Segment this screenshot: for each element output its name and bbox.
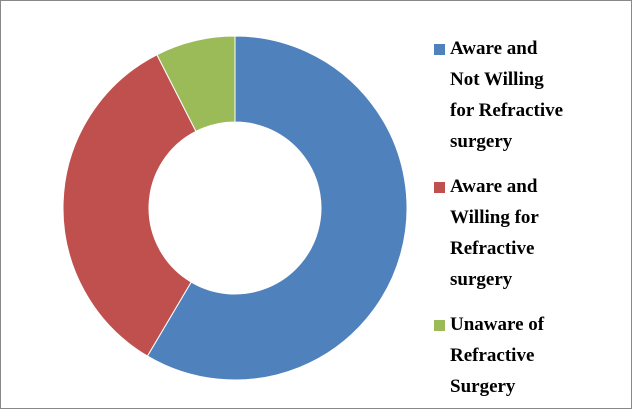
- plot: [62, 35, 408, 381]
- legend: Aware and Not Willing for Refractive sur…: [434, 33, 564, 416]
- legend-swatch: [434, 44, 445, 55]
- legend-label: Aware and Willing for Refractive surgery: [450, 176, 539, 290]
- donut-slice: [156, 35, 236, 133]
- legend-item: Unaware of Refractive Surgery: [434, 309, 564, 402]
- legend-label: Unaware of Refractive Surgery: [450, 314, 545, 397]
- donut-slice: [146, 35, 408, 381]
- legend-swatch: [434, 182, 445, 193]
- legend-swatch: [434, 320, 445, 331]
- legend-item: Aware and Willing for Refractive surgery: [434, 171, 564, 295]
- donut-slice: [62, 54, 197, 357]
- legend-item: Aware and Not Willing for Refractive sur…: [434, 33, 564, 157]
- legend-label: Aware and Not Willing for Refractive sur…: [450, 38, 564, 152]
